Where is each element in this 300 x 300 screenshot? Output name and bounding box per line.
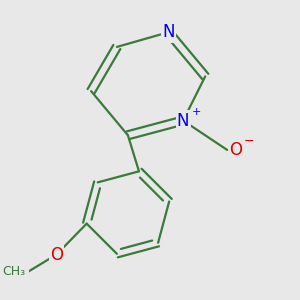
Text: −: − [244,135,255,148]
Text: CH₃: CH₃ [2,265,26,278]
Text: O: O [50,245,63,263]
Text: O: O [230,141,243,159]
Text: N: N [162,23,175,41]
Text: N: N [177,112,189,130]
Text: +: + [192,107,201,117]
